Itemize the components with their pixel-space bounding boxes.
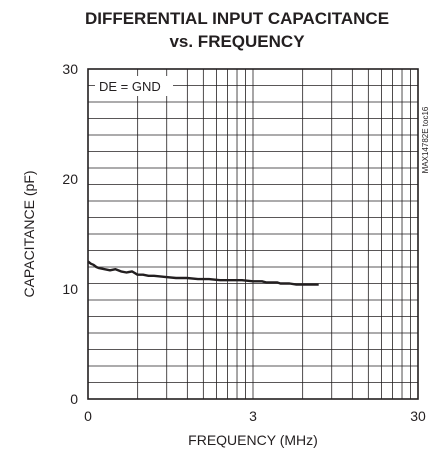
annotation-de-gnd: DE = GND xyxy=(99,79,161,94)
y-axis-label: CAPACITANCE (pF) xyxy=(21,170,37,297)
x-tick-label: 0 xyxy=(84,408,92,424)
chart-title-line2: vs. FREQUENCY xyxy=(169,32,305,51)
x-axis-label: FREQUENCY (MHz) xyxy=(188,432,318,448)
plot-grid xyxy=(88,69,418,399)
y-tick-label: 10 xyxy=(62,281,78,297)
y-tick-label: 20 xyxy=(62,171,78,187)
x-tick-labels: 0 3 30 xyxy=(84,408,426,424)
series-line-capacitance xyxy=(87,260,319,286)
x-tick-label: 30 xyxy=(410,408,426,424)
chart-title-line1: DIFFERENTIAL INPUT CAPACITANCE xyxy=(85,9,389,28)
plot-frame xyxy=(87,68,419,400)
x-tick-label: 3 xyxy=(249,408,257,424)
y-tick-label: 0 xyxy=(70,391,78,407)
annotation-background xyxy=(95,76,173,96)
part-code: MAX14782E toc16 xyxy=(421,106,430,173)
y-tick-label: 30 xyxy=(62,61,78,77)
y-tick-labels: 0 10 20 30 xyxy=(62,61,78,407)
